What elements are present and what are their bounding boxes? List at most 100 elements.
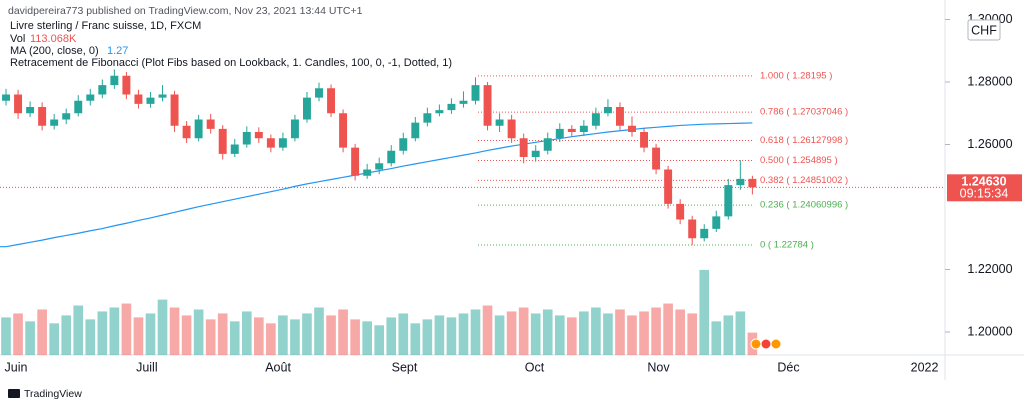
candle-body bbox=[38, 107, 47, 126]
y-tick-label: 1.20000 bbox=[967, 324, 1012, 338]
volume-name: Vol bbox=[10, 33, 25, 45]
header: davidpereira773 published on TradingView… bbox=[8, 5, 363, 17]
candle-body bbox=[242, 132, 251, 145]
x-tick-label: Nov bbox=[647, 360, 670, 374]
volume-bar bbox=[446, 317, 457, 355]
volume-bar bbox=[37, 309, 47, 355]
volume-bar bbox=[639, 311, 649, 355]
volume-bar bbox=[290, 319, 300, 355]
volume-bar bbox=[193, 309, 204, 355]
candle-body bbox=[206, 119, 215, 129]
last-price-box bbox=[947, 174, 1022, 202]
volume-bar bbox=[61, 315, 72, 355]
volume-bar bbox=[350, 319, 360, 355]
y-tick-label: 1.26000 bbox=[967, 137, 1012, 151]
candle-body bbox=[327, 88, 336, 114]
volume-bar bbox=[254, 317, 264, 355]
volume-bar bbox=[217, 313, 228, 355]
volume-bar bbox=[13, 313, 23, 355]
candle-body bbox=[459, 100, 468, 104]
volume-bar bbox=[85, 319, 96, 355]
candle-body bbox=[724, 185, 733, 217]
ma-name: MA (200, close, 0) bbox=[10, 45, 99, 57]
volume-bar bbox=[145, 313, 156, 355]
volume-bar bbox=[579, 311, 589, 355]
y-tick-label: 1.22000 bbox=[967, 262, 1012, 276]
candle-body bbox=[315, 88, 323, 98]
volume-bar bbox=[434, 315, 445, 355]
event-icon[interactable] bbox=[750, 338, 762, 350]
fib-label: 0.500 ( 1.254895 ) bbox=[760, 155, 838, 166]
candle-body bbox=[411, 122, 420, 139]
candle-body bbox=[86, 94, 95, 101]
footer: TradingView bbox=[24, 388, 82, 400]
countdown: 09:15:34 bbox=[960, 187, 1009, 201]
volume-bar bbox=[157, 299, 168, 355]
volume-bar bbox=[687, 313, 698, 355]
candle-body bbox=[218, 128, 227, 154]
candle-body bbox=[423, 113, 432, 123]
volume-value: 113.068K bbox=[30, 33, 77, 45]
candle-body bbox=[375, 163, 384, 170]
candle-body bbox=[50, 119, 59, 126]
volume-bar bbox=[326, 315, 336, 355]
candle-body bbox=[266, 138, 275, 148]
volume-bar bbox=[554, 315, 565, 355]
volume-bar bbox=[711, 321, 722, 355]
volume-bar bbox=[169, 307, 180, 355]
event-icon[interactable] bbox=[770, 338, 782, 350]
candle-body bbox=[483, 85, 492, 126]
plot: 1.000 ( 1.28195 ) 0.786 ( 1.27037046 ) 0.6… bbox=[0, 69, 945, 355]
volume-bar bbox=[229, 321, 240, 355]
fib-label: 0.786 ( 1.27037046 ) bbox=[760, 107, 848, 118]
volume-bar bbox=[735, 311, 746, 355]
candle-body bbox=[110, 75, 119, 86]
volume-bar bbox=[1, 317, 11, 355]
candle-body bbox=[399, 138, 408, 151]
candle-body bbox=[303, 97, 311, 120]
candle-body bbox=[74, 100, 83, 114]
volume-bar bbox=[73, 305, 84, 355]
candle-body bbox=[748, 178, 757, 188]
candle-body bbox=[363, 169, 372, 176]
symbol-title: Livre sterling / Franc suisse, 1D, FXCM bbox=[10, 20, 201, 32]
candle-body bbox=[688, 219, 697, 239]
volume-bar bbox=[133, 317, 144, 355]
currency-box bbox=[967, 19, 1001, 41]
volume-bar bbox=[675, 309, 685, 355]
x-tick-label: Juin bbox=[5, 360, 28, 374]
candle-body bbox=[122, 75, 131, 95]
candle-body bbox=[507, 119, 516, 139]
volume-bar bbox=[410, 323, 421, 355]
volume-bar bbox=[97, 311, 108, 355]
x-tick-label: Sept bbox=[392, 360, 418, 374]
event-icon[interactable] bbox=[760, 338, 772, 350]
volume-bar bbox=[494, 315, 505, 355]
candle-body bbox=[170, 94, 179, 126]
volume-bar bbox=[241, 311, 252, 355]
candle-body bbox=[591, 113, 600, 126]
volume-bar bbox=[663, 303, 673, 355]
legend: davidpereira773 published on TradingView… bbox=[8, 5, 452, 69]
candle-body bbox=[158, 94, 167, 98]
volume-bar bbox=[181, 315, 192, 355]
candle-body bbox=[387, 150, 396, 164]
volume-bar bbox=[530, 313, 541, 355]
candle-body bbox=[555, 128, 564, 139]
volume-bar bbox=[518, 307, 529, 355]
volume-bar bbox=[470, 309, 481, 355]
volume-bar bbox=[482, 305, 493, 355]
candle-body bbox=[628, 125, 636, 132]
candle-body bbox=[254, 132, 263, 139]
candle-body bbox=[447, 103, 456, 111]
volume-bar bbox=[49, 323, 59, 355]
volume-bar bbox=[422, 319, 433, 355]
volume-bar bbox=[506, 311, 517, 355]
volume-bar bbox=[121, 303, 132, 355]
candle-body bbox=[14, 94, 23, 114]
candle-body bbox=[664, 169, 673, 204]
candle-body bbox=[652, 147, 661, 170]
ma-value: 1.27 bbox=[107, 45, 128, 57]
candle-body bbox=[579, 125, 588, 132]
